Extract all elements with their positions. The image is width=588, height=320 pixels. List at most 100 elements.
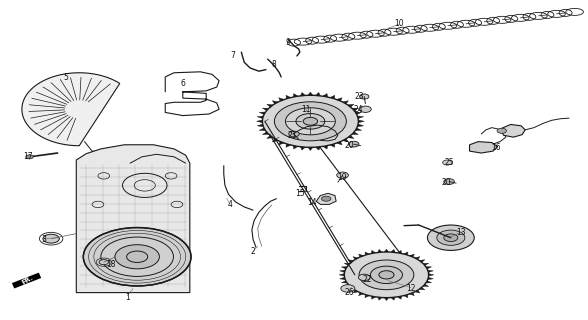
Text: 9: 9 [286,38,290,47]
Text: 8: 8 [271,60,276,69]
Text: FR.: FR. [21,275,34,286]
Polygon shape [259,128,266,131]
Polygon shape [293,146,298,149]
Polygon shape [385,298,389,300]
Polygon shape [391,250,395,252]
Polygon shape [397,250,402,253]
Text: 17: 17 [23,152,32,161]
Polygon shape [262,132,269,134]
Polygon shape [348,287,354,290]
Circle shape [303,117,318,125]
Polygon shape [257,124,263,127]
Text: 24: 24 [353,105,363,114]
Polygon shape [423,284,429,286]
Text: 23: 23 [355,92,365,101]
Polygon shape [300,147,305,150]
Circle shape [43,234,59,243]
Polygon shape [256,120,262,123]
Circle shape [275,102,346,141]
Text: 5: 5 [64,73,68,82]
Text: 21: 21 [288,131,297,140]
Text: 12: 12 [406,284,416,293]
Text: 6: 6 [181,79,185,88]
Polygon shape [279,141,284,145]
Polygon shape [352,108,358,111]
Polygon shape [344,284,350,286]
Polygon shape [257,116,263,119]
Polygon shape [429,274,434,276]
Polygon shape [315,147,320,150]
Polygon shape [286,144,291,147]
Polygon shape [365,295,369,298]
Polygon shape [372,296,376,299]
Text: 25: 25 [445,158,454,167]
Polygon shape [293,93,298,97]
Circle shape [322,196,331,201]
Polygon shape [397,296,402,299]
Polygon shape [272,139,278,142]
Text: 4: 4 [227,200,232,209]
Polygon shape [355,128,362,131]
Circle shape [296,114,325,129]
Text: 1: 1 [125,292,129,301]
Circle shape [337,172,349,178]
Text: 19: 19 [337,173,347,182]
Circle shape [345,252,429,298]
Text: 11: 11 [301,105,310,114]
Polygon shape [353,290,358,293]
Text: 10: 10 [395,19,404,28]
Polygon shape [427,270,433,272]
Polygon shape [423,263,429,266]
Polygon shape [358,120,364,123]
Polygon shape [385,249,389,252]
Polygon shape [330,144,335,147]
Polygon shape [316,193,336,204]
Circle shape [359,260,414,290]
Polygon shape [336,141,342,145]
Polygon shape [377,297,382,300]
Polygon shape [358,116,363,119]
Polygon shape [267,104,273,107]
Polygon shape [262,108,269,111]
Polygon shape [323,146,328,149]
Polygon shape [426,267,432,269]
Polygon shape [342,281,347,283]
Polygon shape [340,270,345,272]
Circle shape [444,234,458,242]
Polygon shape [348,135,354,139]
Polygon shape [323,93,328,97]
Polygon shape [419,287,425,290]
Circle shape [349,141,359,147]
Polygon shape [342,139,349,142]
Text: 15: 15 [295,189,305,198]
Polygon shape [403,295,408,298]
Polygon shape [308,92,313,95]
Circle shape [285,108,335,135]
Polygon shape [330,95,335,99]
Polygon shape [300,92,305,96]
Polygon shape [427,277,433,280]
Circle shape [83,228,191,286]
Polygon shape [409,292,415,296]
Polygon shape [336,98,342,101]
Polygon shape [348,260,354,262]
Circle shape [262,95,358,147]
Circle shape [443,160,452,165]
Polygon shape [342,101,349,104]
Polygon shape [339,274,345,276]
Circle shape [437,230,465,245]
Text: 16: 16 [491,143,501,152]
Text: 14: 14 [307,198,316,207]
Text: 20: 20 [442,178,451,187]
Polygon shape [315,92,320,96]
Circle shape [427,225,475,251]
Polygon shape [259,112,266,115]
Polygon shape [26,155,33,159]
Polygon shape [22,73,120,146]
Polygon shape [267,135,273,139]
Polygon shape [409,254,415,257]
Circle shape [359,106,371,112]
Circle shape [341,285,355,292]
Circle shape [359,94,369,99]
Polygon shape [502,124,525,137]
